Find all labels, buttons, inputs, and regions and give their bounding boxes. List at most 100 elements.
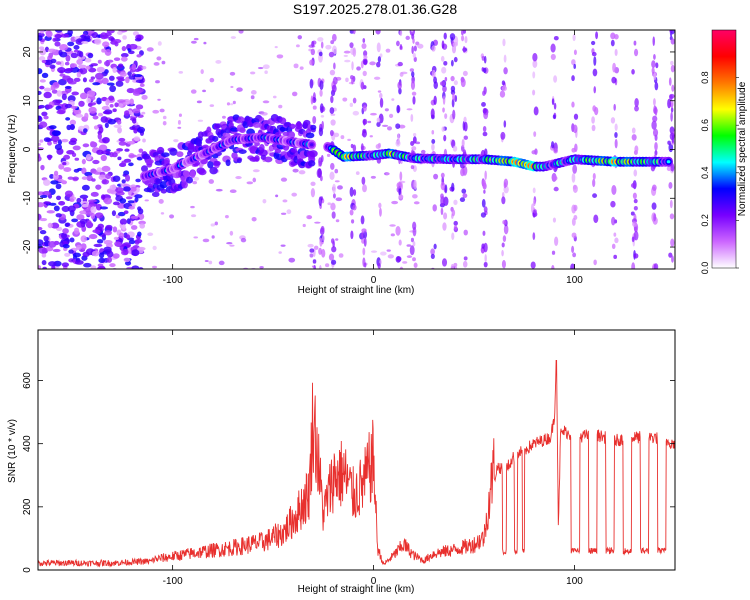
- spectrogram-streak: [397, 81, 402, 90]
- spectrogram-streak: [484, 170, 487, 180]
- spectrogram-streak: [321, 248, 326, 258]
- spectrogram-streak: [532, 187, 536, 194]
- spectrogram-streak: [443, 212, 448, 220]
- spectrogram-noise: [41, 259, 47, 266]
- spectrogram-noise: [343, 54, 348, 57]
- spectrogram-streak: [499, 90, 506, 98]
- spectrogram-streak: [328, 253, 335, 261]
- spectrogram-streak: [453, 199, 458, 206]
- spectrogram-noise: [62, 228, 69, 234]
- spectrogram-noise: [235, 176, 242, 180]
- spectrogram-streak: [634, 226, 637, 232]
- spectrogram-noise: [69, 124, 75, 130]
- spectrogram-streak: [331, 246, 337, 253]
- spectrogram-streak: [312, 259, 317, 264]
- colorbar: 0.0 0.2 0.4 0.6 0.8 Normalized spectral ampl…: [700, 29, 748, 274]
- spectrogram-streak: [399, 72, 404, 77]
- spectrogram-noise: [67, 41, 75, 47]
- spectrogram-streak: [668, 143, 674, 153]
- spectrogram-noise: [192, 180, 197, 185]
- spectrogram-streak: [361, 43, 367, 50]
- spectrogram-noise: [215, 188, 223, 192]
- spectrogram-noise: [49, 64, 56, 69]
- spectrogram-noise: [334, 168, 339, 174]
- spectrogram-streak: [671, 255, 674, 263]
- spectrogram-streak: [440, 193, 444, 200]
- spectrogram-streak: [350, 230, 354, 240]
- spectrogram-noise: [257, 66, 264, 70]
- spectrogram-streak: [411, 45, 414, 55]
- spectrogram-noise: [88, 106, 97, 114]
- spectrogram-noise: [137, 231, 142, 237]
- spectrogram-noise: [104, 48, 112, 56]
- spectrogram-noise: [58, 78, 67, 86]
- spectrogram-noise: [135, 178, 141, 183]
- spectrogram-streak: [332, 183, 336, 194]
- spectrogram-noise: [177, 126, 182, 129]
- spectrogram-noise: [335, 197, 343, 202]
- spectrogram-streak: [376, 117, 381, 123]
- spectrogram-streak: [653, 53, 656, 60]
- spectrogram-streak: [363, 237, 367, 247]
- spectrogram-streak: [362, 184, 367, 193]
- spectrogram-signal-halo: [264, 156, 273, 163]
- spectrogram-noise: [109, 151, 115, 158]
- spectrogram-noise: [391, 98, 395, 101]
- spectrogram-noise: [120, 52, 129, 58]
- spectrogram-streak: [395, 225, 401, 236]
- spectrogram-noise: [70, 105, 78, 109]
- spectrogram-noise: [43, 235, 49, 242]
- spectrogram-noise: [230, 103, 234, 106]
- spectrogram-noise: [47, 154, 52, 161]
- spectrogram-streak: [460, 168, 465, 177]
- spectrogram-noise: [117, 156, 122, 161]
- spectrogram-noise: [95, 203, 102, 211]
- spectrogram-noise: [78, 100, 85, 107]
- spectrogram-signal-halo: [310, 124, 317, 131]
- spectrogram-streak: [613, 103, 616, 111]
- spectrogram-noise: [98, 257, 106, 263]
- spectrogram-noise: [92, 115, 99, 120]
- spectrogram-streak: [332, 193, 336, 199]
- spectrogram-noise: [131, 118, 137, 124]
- spectrogram-signal-halo: [222, 132, 231, 138]
- spectrogram-streak: [671, 84, 675, 92]
- spectrogram-noise: [64, 103, 73, 109]
- spectrogram-streak: [452, 92, 455, 101]
- spectrogram-streak: [533, 199, 536, 207]
- spectrogram-noise: [119, 218, 128, 225]
- spectrogram-noise: [230, 36, 237, 39]
- spectrogram-streak: [652, 115, 658, 123]
- spectrogram-noise: [152, 109, 160, 114]
- spectrogram-noise: [67, 30, 73, 36]
- spectrogram-signal-halo: [212, 135, 219, 142]
- spectrogram-signal-halo: [305, 132, 315, 139]
- spectrogram-streak: [396, 182, 402, 189]
- spectrogram-noise: [330, 40, 335, 45]
- spectrogram-signal-halo: [141, 165, 148, 173]
- spectrogram-noise: [50, 84, 56, 91]
- spectrogram-noise: [77, 50, 82, 57]
- spectrogram-noise: [134, 68, 141, 73]
- spectrogram-streak: [453, 224, 458, 231]
- spectrogram-noise: [330, 113, 336, 116]
- spectrogram-noise: [123, 210, 129, 215]
- spectrogram-streak: [668, 182, 673, 189]
- spectrogram-noise: [178, 113, 182, 117]
- spectrogram-noise: [121, 179, 126, 184]
- spectrogram-noise: [61, 232, 68, 240]
- spectrogram-noise: [84, 58, 92, 63]
- spectrogram-noise: [102, 137, 110, 144]
- spectrogram-streak: [500, 131, 506, 140]
- spectrogram-streak: [670, 111, 673, 122]
- spectrogram-noise: [229, 71, 236, 76]
- spectrogram-streak: [413, 179, 417, 190]
- spectrogram-y-tick-label: 20: [22, 46, 33, 58]
- spectrogram-streak: [654, 141, 658, 151]
- spectrogram-noise: [113, 124, 122, 128]
- spectrogram-streak: [633, 253, 639, 259]
- spectrogram-streak: [591, 51, 597, 57]
- spectrogram-noise: [417, 43, 424, 49]
- spectrogram-streak: [462, 70, 468, 77]
- spectrogram-noise: [47, 48, 57, 53]
